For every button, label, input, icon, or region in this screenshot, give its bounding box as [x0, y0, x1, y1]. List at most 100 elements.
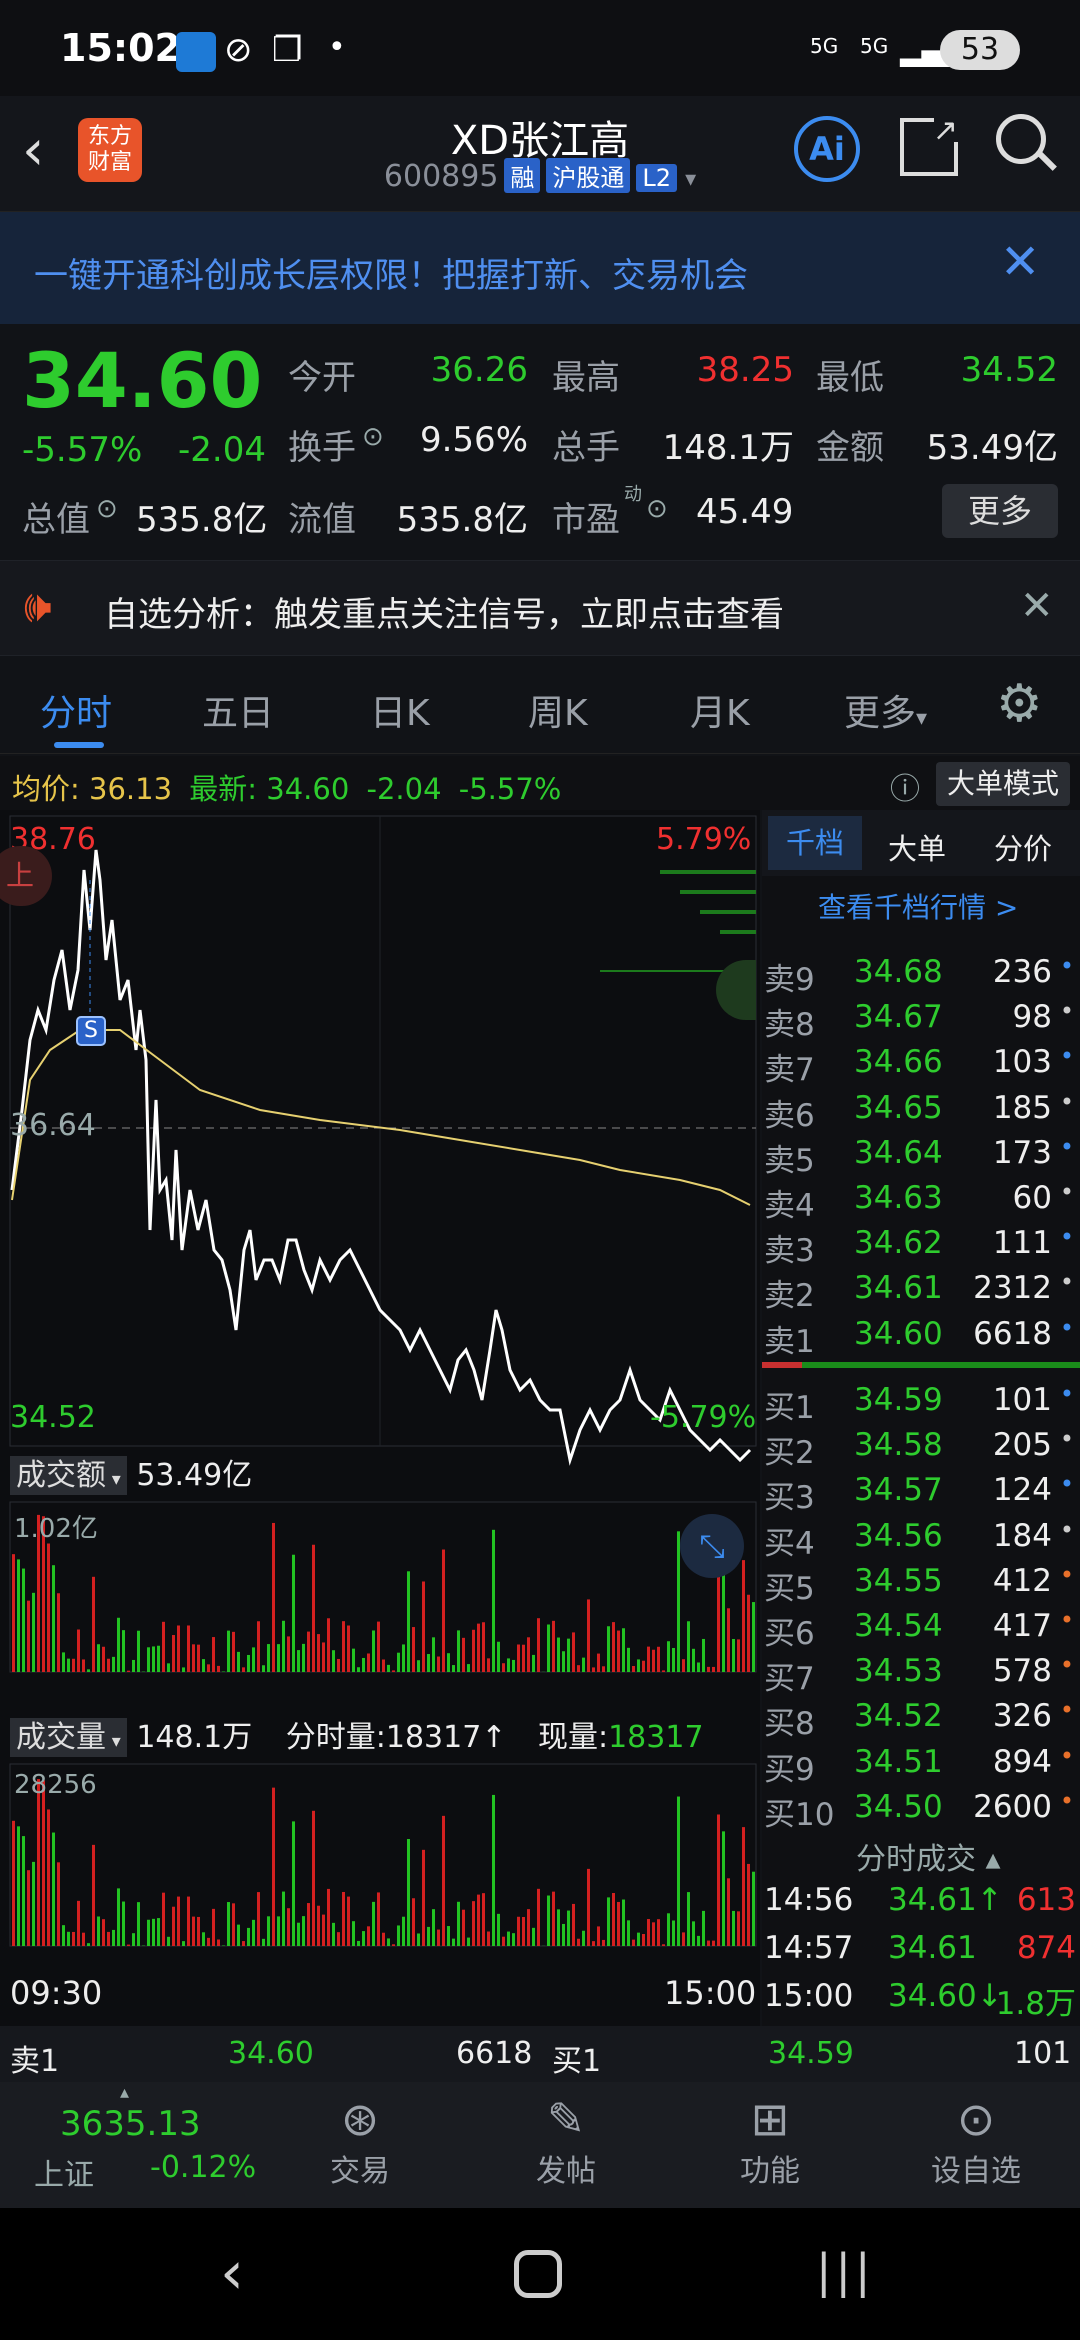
big-order-mode-button[interactable]: 大单模式 [936, 762, 1070, 806]
volume-bar [372, 1630, 375, 1672]
tab-price-split[interactable]: 分价 [994, 832, 1053, 866]
volume-bar [482, 1893, 485, 1946]
sell-row[interactable]: 卖6 34.65 185 • [762, 1086, 1080, 1134]
volume-bar [72, 1658, 75, 1672]
high-label: 最高 [552, 358, 620, 398]
orderbook-tabs: 千档 大单 分价 [762, 810, 1080, 876]
trades-title[interactable]: 分时成交 ▴ [856, 1834, 1001, 1878]
tab-daily-k[interactable]: 日K [370, 693, 430, 734]
buy-volume: 417 [992, 1608, 1052, 1644]
volume-bar [722, 1831, 725, 1946]
share-icon[interactable]: ↗ [900, 116, 960, 176]
volume-bar [232, 1903, 235, 1946]
dropdown-icon[interactable]: ▾ [685, 167, 697, 192]
close-icon[interactable]: ✕ [1000, 234, 1041, 290]
app-logo[interactable]: 东方 财富 [78, 118, 142, 182]
ai-button[interactable]: Ai [794, 116, 860, 182]
volume-bar [577, 1665, 580, 1672]
back-icon[interactable]: ‹ [22, 118, 45, 183]
buy-row[interactable]: 买8 34.52 326 • [762, 1694, 1080, 1742]
sell-row[interactable]: 卖9 34.68 236 • [762, 950, 1080, 998]
volume-bar [597, 1653, 600, 1672]
sell-price: 34.68 [854, 954, 943, 990]
sell-row[interactable]: 卖1 34.60 6618 • [762, 1312, 1080, 1360]
stock-name[interactable]: XD张江高 [450, 118, 630, 164]
volume-bar [57, 1593, 60, 1672]
volume-bar [387, 1664, 390, 1672]
buy-row[interactable]: 买7 34.53 578 • [762, 1649, 1080, 1697]
sell-level-label: 卖6 [764, 1097, 815, 1134]
volume-bar [287, 1636, 290, 1672]
more-button[interactable]: 更多 [942, 484, 1058, 538]
buy-volume: 2600 [973, 1788, 1052, 1825]
volume-bar [617, 1901, 620, 1946]
buy-row[interactable]: 买6 34.54 417 • [762, 1604, 1080, 1652]
intraday-chart-svg[interactable] [0, 810, 760, 2026]
notice-text[interactable]: 自选分析：触发重点关注信号，立即点击查看 [104, 595, 784, 635]
turnover-info-icon[interactable]: ⊙ [362, 422, 384, 452]
buy-volume: 412 [992, 1562, 1052, 1599]
sell-row[interactable]: 卖2 34.61 2312 • [762, 1266, 1080, 1314]
limit-up-marker[interactable]: 上 [0, 846, 52, 906]
help-icon[interactable]: ⓘ [890, 772, 920, 807]
amount-selector-label: 成交额 [16, 1458, 106, 1493]
buy-dot-icon: • [1059, 1470, 1074, 1499]
nav-add-watchlist[interactable]: ⊙ 设自选 [906, 2092, 1046, 2190]
volume-bar [537, 1888, 540, 1946]
sys-recents-icon[interactable]: ||| [816, 2244, 875, 2298]
banner-text[interactable]: 一键开通科创成长层权限！把握打新、交易机会 [34, 256, 748, 296]
nav-trade[interactable]: ⊛ 交易 [290, 2092, 430, 2190]
buy-row[interactable]: 买5 34.55 412 • [762, 1559, 1080, 1607]
index-ticker[interactable]: ▴ 3635.13 上证 -0.12% [0, 2082, 260, 2208]
buy-row[interactable]: 买4 34.56 184 • [762, 1514, 1080, 1562]
tab-thousand-level[interactable]: 千档 [768, 816, 862, 870]
sell-row[interactable]: 卖5 34.64 173 • [762, 1131, 1080, 1179]
promo-banner[interactable]: 一键开通科创成长层权限！把握打新、交易机会 ✕ [0, 212, 1080, 324]
volume-bar [72, 1931, 75, 1946]
trade-price: 34.60↓ [888, 1978, 1003, 2014]
notification-icon: ⊘ [224, 30, 253, 70]
volume-bar [642, 1660, 645, 1672]
buy-volume: 326 [992, 1698, 1052, 1735]
sell-row[interactable]: 卖3 34.62 111 • [762, 1221, 1080, 1269]
buy-row[interactable]: 买3 34.57 124 • [762, 1468, 1080, 1516]
volume-bar [157, 1918, 160, 1946]
tab-weekly-k[interactable]: 周K [528, 693, 588, 734]
buy-row[interactable]: 买9 34.51 894 • [762, 1740, 1080, 1788]
tag-margin: 融 [504, 158, 541, 193]
volume-bar [402, 1644, 405, 1672]
info-icon[interactable]: ⊙ [96, 494, 118, 524]
nav-function[interactable]: ⊞ 功能 [700, 2092, 840, 2190]
volume-bar [307, 1631, 310, 1672]
volume-selector[interactable]: 成交量 ▾ [10, 1718, 127, 1757]
settings-gear-icon[interactable]: ⚙ [996, 674, 1043, 734]
tab-more[interactable]: 更多▾ [844, 684, 927, 736]
nav-post[interactable]: ✎ 发帖 [496, 2092, 636, 2190]
pe-info-icon[interactable]: ⊙ [646, 494, 668, 524]
view-full-depth-link[interactable]: 查看千档行情 > [818, 891, 1019, 924]
buy-row[interactable]: 买2 34.58 205 • [762, 1423, 1080, 1471]
tab-big-order[interactable]: 大单 [888, 832, 947, 866]
sys-back-icon[interactable]: ‹ [220, 2238, 244, 2308]
sys-home-icon[interactable] [514, 2250, 562, 2298]
amount-selector[interactable]: 成交额 ▾ [10, 1456, 127, 1495]
tab-five-day[interactable]: 五日 [202, 693, 275, 734]
intraday-chart-area[interactable]: 38.76 5.79% 36.64 34.52 -5.79% 上 S 成交额 ▾… [0, 810, 760, 2026]
expand-icon[interactable]: ⤡ [680, 1514, 744, 1578]
search-icon[interactable] [996, 114, 1046, 164]
notice-close-icon[interactable]: ✕ [1020, 583, 1054, 629]
sell-row[interactable]: 卖7 34.66 103 • [762, 1040, 1080, 1088]
buy-row[interactable]: 买10 34.50 2600 • [762, 1785, 1080, 1833]
sell-row[interactable]: 卖4 34.63 60 • [762, 1176, 1080, 1224]
volume-bar [222, 1945, 225, 1946]
speaker-icon: 🕪 [24, 581, 52, 632]
sell-signal-marker[interactable]: S [76, 1016, 106, 1046]
buy-row[interactable]: 买1 34.59 101 • [762, 1378, 1080, 1426]
right-edge-tab[interactable] [716, 960, 756, 1020]
amount-bars [12, 1514, 755, 1672]
tab-monthly-k[interactable]: 月K [690, 693, 750, 734]
analysis-notice[interactable]: 🕪 自选分析：触发重点关注信号，立即点击查看 ✕ [0, 560, 1080, 656]
sell-row[interactable]: 卖8 34.67 98 • [762, 995, 1080, 1043]
tab-intraday[interactable]: 分时 [40, 693, 113, 734]
buy-level-label: 买7 [764, 1661, 815, 1698]
